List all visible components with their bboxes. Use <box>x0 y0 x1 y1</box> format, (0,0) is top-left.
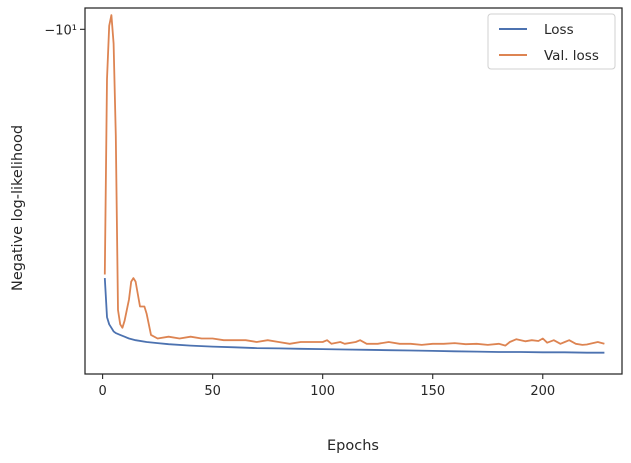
x-tick-label: 50 <box>204 384 221 399</box>
y-tick-label: −10¹ <box>44 23 77 38</box>
x-tick-label: 200 <box>530 384 555 399</box>
x-tick-label: 0 <box>98 384 106 399</box>
x-tick-label: 100 <box>310 384 335 399</box>
series-lines <box>103 14 605 354</box>
series-line-val-loss <box>103 14 605 347</box>
x-axis-label: Epochs <box>327 438 379 454</box>
series-line-loss <box>103 278 605 354</box>
y-axis-ticks: −10¹ <box>44 23 85 38</box>
legend-label-loss: Loss <box>544 22 574 38</box>
x-tick-label: 150 <box>420 384 445 399</box>
legend: Loss Val. loss <box>487 13 616 70</box>
legend-label-val-loss: Val. loss <box>544 48 599 64</box>
y-axis-label: Negative log-likelihood <box>10 125 26 291</box>
x-axis-ticks: 0 50 100 150 200 <box>98 374 555 399</box>
